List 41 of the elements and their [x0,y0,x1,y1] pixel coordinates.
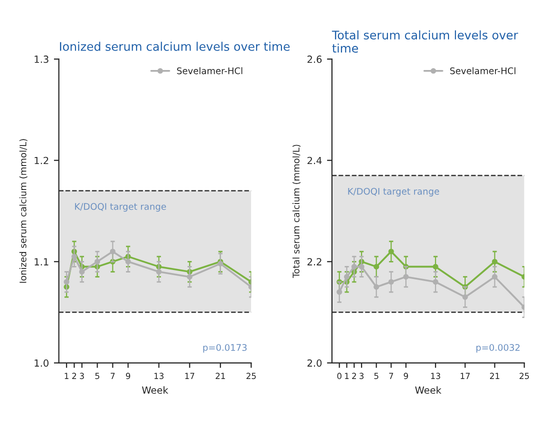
annotation: p=0.0032 [476,344,520,353]
chart-title: Total serum calcium levels over time [332,30,518,53]
x-tick-label: 13 [431,372,440,380]
legend-label: Sevelamer-HCl [177,67,242,74]
x-axis-title: Week [142,386,168,394]
x-tick-label: 7 [389,372,394,379]
x-tick-label: 3 [80,372,84,380]
x-tick-label: 25 [246,372,256,380]
x-tick-label: 2 [72,372,76,379]
y-tick-label: 2.4 [307,156,322,164]
x-tick-label: 21 [490,372,500,379]
y-tick-label: 1.2 [34,156,48,164]
y-tick-label: 1.0 [34,359,48,367]
x-tick-label: 0 [337,372,342,380]
x-axis-title: Week [415,386,442,394]
x-tick-label: 2 [352,372,356,379]
x-tick-label: 5 [374,372,378,380]
x-tick-label: 9 [404,372,408,380]
x-tick-label: 1 [345,372,349,379]
y-tick-label: 2.0 [307,359,322,367]
y-axis-title: Total serum calcium (mmol/L) [292,144,301,278]
x-tick-label: 1 [64,372,68,379]
x-tick-label: 21 [216,372,225,379]
x-tick-label: 25 [520,372,529,380]
y-tick-label: 2.2 [307,258,322,266]
y-tick-label: 1.3 [34,56,48,63]
y-axis-title: Ionized serum calcium (mmol/L) [19,139,28,283]
x-tick-label: 5 [95,372,100,380]
legend-label: Sevelamer-HCl [450,67,516,74]
x-tick-label: 17 [460,372,470,379]
x-tick-label: 3 [360,372,364,380]
x-tick-label: 17 [185,372,194,379]
band-label: K/DOQI target range [348,188,440,196]
x-tick-label: 13 [154,372,164,380]
x-tick-label: 9 [126,372,130,380]
chart-title: Ionized serum calcium levels over time [60,42,290,51]
y-tick-label: 1.1 [34,258,48,266]
y-tick-label: 2.6 [307,56,322,63]
x-tick-label: 7 [110,372,115,379]
annotation: p=0.0173 [203,344,247,353]
band-label: K/DOQI target range [75,203,166,212]
